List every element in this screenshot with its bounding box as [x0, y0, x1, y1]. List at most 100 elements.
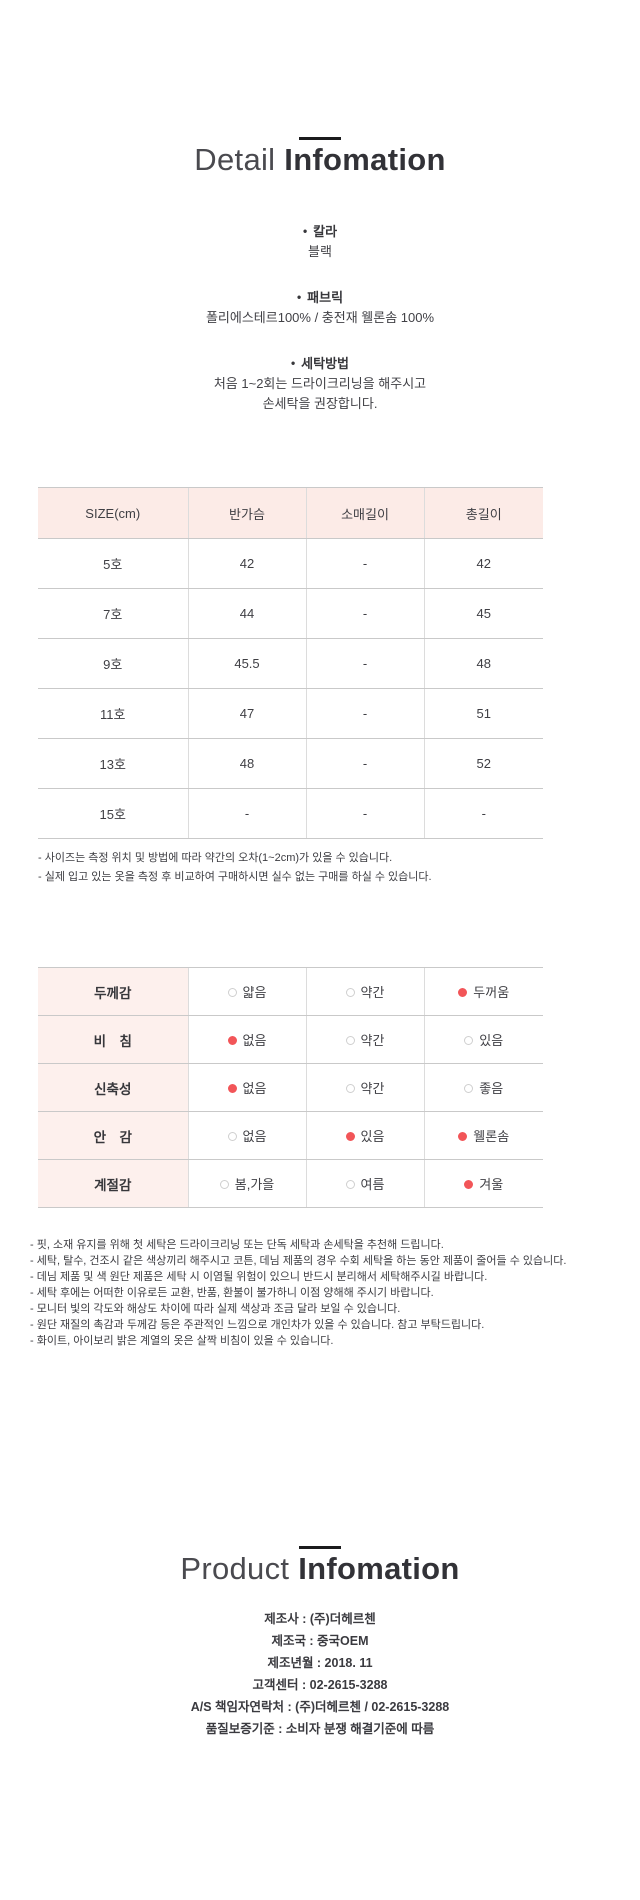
size-table-header-row: SIZE(cm) 반가슴 소매길이 총길이 [38, 487, 543, 539]
size-cell: 5호 [38, 538, 188, 589]
care-note-line: - 모니터 빛의 각도와 해상도 차이에 따라 실제 색상과 조금 달라 보일 … [30, 1303, 401, 1315]
size-cell: 9호 [38, 638, 188, 689]
care-note-line: - 화이트, 아이보리 밝은 계열의 옷은 살짝 비침이 있을 수 있습니다. [30, 1335, 334, 1347]
fabric-option-label: 웰론솜 [473, 1129, 510, 1144]
radio-icon [227, 1132, 237, 1142]
manufacture-date-line: 제조년월 : 2018. 11 [267, 1656, 373, 1670]
size-cell: 52 [423, 738, 543, 789]
fabric-row-thickness: 두께감 얇음 약간 두꺼움 [38, 967, 543, 1016]
as-contact-line: A/S 책임자연락처 : (주)더헤르첸 / 02-2615-3288 [190, 1700, 450, 1714]
size-table-row: 13호 48 - 52 [38, 738, 543, 789]
fabric-option: 웰론솜 [423, 1111, 543, 1160]
radio-icon [219, 1180, 229, 1190]
detail-title-bold: Infomation [284, 142, 446, 177]
fabric-section: • 패브릭 폴리에스테르100% / 충전재 웰론솜 100% [0, 288, 640, 328]
size-cell: 44 [187, 588, 306, 639]
size-cell: - [305, 538, 424, 589]
care-note-line: - 세탁, 탈수, 건조시 같은 색상끼리 해주시고 코튼, 데님 제품의 경우… [30, 1255, 567, 1267]
size-table-header: SIZE(cm) [38, 487, 188, 539]
fabric-option-label: 없음 [242, 1033, 267, 1048]
size-cell: 48 [187, 738, 306, 789]
size-cell: 51 [423, 688, 543, 739]
radio-icon [458, 1132, 468, 1142]
fabric-option-label: 있음 [360, 1129, 385, 1144]
size-cell: - [423, 788, 543, 839]
size-cell: - [305, 738, 424, 789]
fabric-option-label: 약간 [360, 1081, 385, 1096]
size-table-row: 7호 44 - 45 [38, 588, 543, 639]
fabric-option-label: 봄,가을 [234, 1177, 275, 1192]
size-cell: - [187, 788, 306, 839]
size-note-line: - 사이즈는 측정 위치 및 방법에 따라 약간의 오차(1~2cm)가 있을 … [38, 852, 393, 864]
fabric-row-label: 두께감 [38, 967, 188, 1016]
fabric-option-label: 없음 [242, 1129, 267, 1144]
fabric-label: • 패브릭 [0, 288, 640, 308]
size-table-header: 소매길이 [305, 487, 424, 539]
fabric-row-sheerness: 비 침 없음 약간 있음 [38, 1015, 543, 1064]
size-notes: - 사이즈는 측정 위치 및 방법에 따라 약간의 오차(1~2cm)가 있을 … [38, 849, 432, 887]
fabric-option: 있음 [305, 1111, 424, 1160]
radio-icon [458, 988, 468, 998]
size-cell: 45.5 [187, 638, 306, 689]
size-table-header: 총길이 [423, 487, 543, 539]
warranty-line: 품질보증기준 : 소비자 분쟁 해결기준에 따름 [205, 1722, 435, 1736]
size-cell: 47 [187, 688, 306, 739]
fabric-option-label: 여름 [360, 1177, 385, 1192]
radio-icon [464, 1036, 474, 1046]
size-cell: 42 [423, 538, 543, 589]
fabric-option: 얇음 [187, 967, 306, 1016]
fabric-option: 겨울 [423, 1159, 543, 1208]
size-cell: 13호 [38, 738, 188, 789]
fabric-option: 없음 [187, 1063, 306, 1112]
fabric-option: 두꺼움 [423, 967, 543, 1016]
size-cell: 15호 [38, 788, 188, 839]
fabric-row-label: 비 침 [38, 1015, 188, 1064]
fabric-row-season: 계절감 봄,가을 여름 겨울 [38, 1159, 543, 1208]
radio-icon [345, 1036, 355, 1046]
fabric-row-label: 계절감 [38, 1159, 188, 1208]
fabric-option-label: 두꺼움 [473, 985, 510, 1000]
care-notes: - 핏, 소재 유지를 위해 첫 세탁은 드라이크리닝 또는 단독 세탁과 손세… [30, 1237, 566, 1349]
fabric-option: 없음 [187, 1015, 306, 1064]
manufacturer-info: 제조사 : (주)더헤르첸 제조국 : 중국OEM 제조년월 : 2018. 1… [0, 1608, 640, 1740]
fabric-row-label: 신축성 [38, 1063, 188, 1112]
fabric-option: 여름 [305, 1159, 424, 1208]
radio-icon [464, 1180, 474, 1190]
bullet-icon: • [290, 356, 296, 370]
care-note-line: - 세탁 후에는 어떠한 이유로든 교환, 반품, 환불이 불가하니 이점 양해… [30, 1287, 434, 1299]
fabric-option-label: 없음 [242, 1081, 267, 1096]
color-value: 블랙 [308, 244, 332, 259]
fabric-label-text: 패브릭 [307, 290, 344, 305]
fabric-property-table: 두께감 얇음 약간 두꺼움 비 침 없음 약간 있음 신축성 없음 약간 좋음 … [38, 967, 543, 1208]
product-attributes: • 칼라 블랙 • 패브릭 폴리에스테르100% / 충전재 웰론솜 100% • 세… [0, 222, 640, 440]
country-line: 제조국 : 중국OEM [271, 1634, 369, 1648]
fabric-option-label: 겨울 [479, 1177, 504, 1192]
title-divider [299, 137, 341, 140]
fabric-option: 봄,가을 [187, 1159, 306, 1208]
color-label-text: 칼라 [313, 224, 338, 239]
care-note-line: - 원단 재질의 촉감과 두께감 등은 주관적인 느낌으로 개인차가 있을 수 … [30, 1319, 485, 1331]
washing-label-text: 세탁방법 [301, 356, 350, 371]
radio-icon [345, 1180, 355, 1190]
size-table-row: 11호 47 - 51 [38, 688, 543, 739]
size-cell: - [305, 688, 424, 739]
radio-icon [345, 1084, 355, 1094]
product-info-title: Product Infomation [0, 1551, 640, 1587]
color-section: • 칼라 블랙 [0, 222, 640, 262]
fabric-value: 폴리에스테르100% / 충전재 웰론솜 100% [205, 310, 435, 325]
detail-info-title: Detail Infomation [0, 142, 640, 178]
size-cell: 48 [423, 638, 543, 689]
radio-icon [345, 1132, 355, 1142]
radio-icon [227, 988, 237, 998]
radio-icon [464, 1084, 474, 1094]
care-note-line: - 데님 제품 및 색 원단 제품은 세탁 시 이염될 위험이 있으니 반드시 … [30, 1271, 488, 1283]
size-table-row: 5호 42 - 42 [38, 538, 543, 589]
color-label: • 칼라 [0, 222, 640, 242]
washing-label: • 세탁방법 [0, 354, 640, 374]
customer-center-line: 고객센터 : 02-2615-3288 [252, 1678, 388, 1692]
product-title-bold: Infomation [298, 1551, 460, 1586]
fabric-option-label: 좋음 [479, 1081, 504, 1096]
washing-section: • 세탁방법 처음 1~2회는 드라이크리닝을 해주시고 손세탁을 권장합니다. [0, 354, 640, 414]
radio-icon [227, 1084, 237, 1094]
fabric-option-label: 얇음 [242, 985, 267, 1000]
